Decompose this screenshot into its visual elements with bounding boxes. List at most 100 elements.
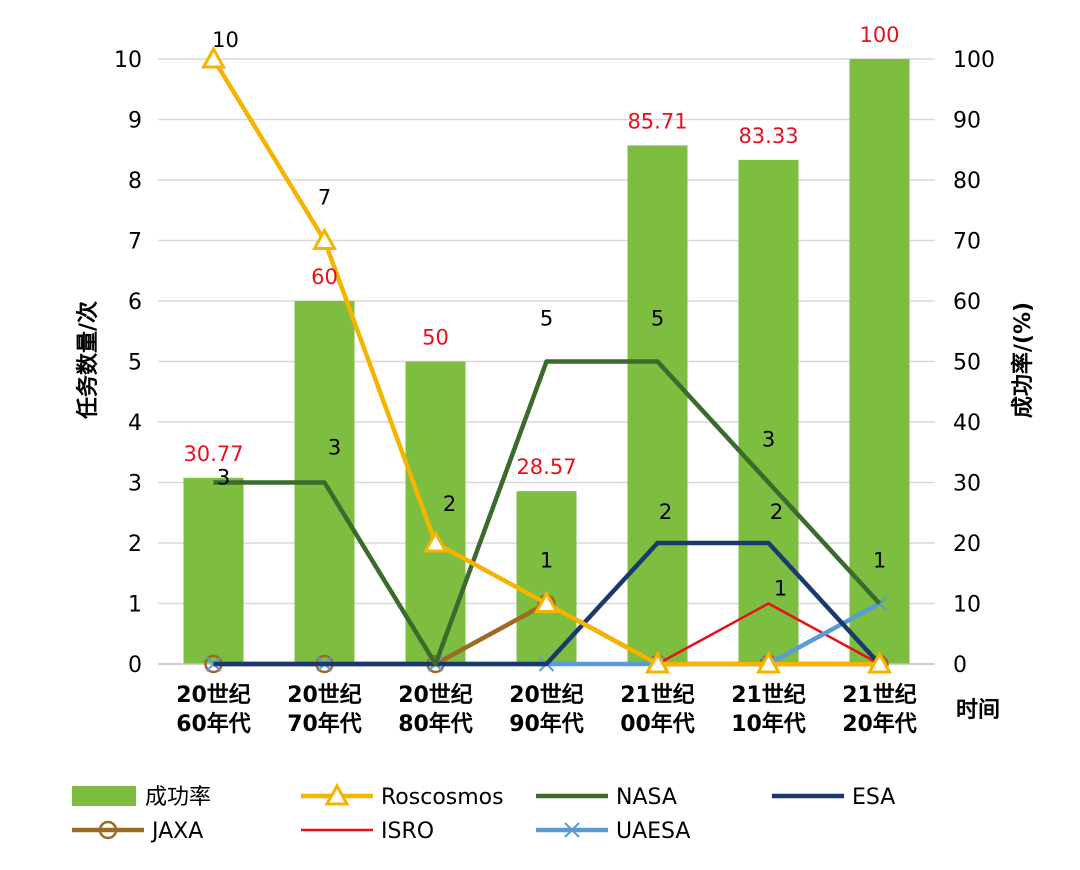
legend-label: Roscosmos <box>381 785 504 810</box>
y-right-tick-label: 60 <box>953 290 981 315</box>
x-tick-label-line: 21世纪 <box>620 682 695 708</box>
data-labels: 30.77 60 50 28.57 85.71 83.33 100 10 7 2 3 3 5 5 3 1 2 2 1… <box>183 23 899 601</box>
esa-line <box>213 540 882 667</box>
point-label: 5 <box>651 307 664 331</box>
triangle-marker <box>644 650 671 674</box>
point-label: 3 <box>762 428 775 452</box>
success-rate-label: 60 <box>311 265 338 289</box>
y-right-tick-label: 20 <box>953 532 981 557</box>
x-tick-label-line: 70年代 <box>287 711 362 737</box>
legend-item-roscosmos: Roscosmos <box>301 782 504 810</box>
y-left-tick-label: 1 <box>128 593 142 618</box>
legend-swatch <box>72 786 136 806</box>
success-rate-label: 85.71 <box>627 109 687 133</box>
y-left-tick-label: 9 <box>128 109 142 134</box>
success-rate-bar <box>738 159 799 664</box>
y-right-tick-label: 30 <box>953 472 981 497</box>
triangle-marker <box>866 650 893 674</box>
legend-label: UAESA <box>616 819 690 844</box>
y-right-tick-label: 50 <box>953 351 981 376</box>
series-esa <box>213 540 882 667</box>
x-tick-label-line: 60年代 <box>176 711 251 737</box>
y-left-tick-label: 7 <box>128 230 142 255</box>
x-marker <box>564 822 580 838</box>
y-axis-left-title: 任务数量/次 <box>75 301 101 420</box>
x-tick-label-line: 20年代 <box>842 711 917 737</box>
x-tick-label-line: 20世纪 <box>287 682 362 708</box>
x-tick-label: 21世纪 00年代 <box>620 682 695 737</box>
y-right-tick-label: 80 <box>953 169 981 194</box>
success-rate-label: 100 <box>859 23 899 47</box>
legend-label: NASA <box>616 785 677 810</box>
y-left-tick-label: 3 <box>128 472 142 497</box>
y-right-tick-label: 10 <box>953 593 981 618</box>
agency-lines <box>200 45 893 674</box>
y-left-tick-label: 0 <box>128 653 142 678</box>
success-rate-label: 83.33 <box>738 124 798 148</box>
triangle-marker <box>324 782 350 806</box>
triangle-marker <box>533 590 560 613</box>
legend-item-jaxa: JAXA <box>72 819 203 844</box>
x-tick-label-line: 21世纪 <box>731 682 806 708</box>
point-label: 2 <box>770 500 783 524</box>
success-rate-bar <box>405 361 466 664</box>
point-label: 10 <box>212 28 239 52</box>
success-rate-label: 28.57 <box>516 455 576 479</box>
y-right-tick-label: 90 <box>953 109 981 134</box>
triangle-marker <box>200 45 227 69</box>
x-tick-label-line: 10年代 <box>731 711 806 737</box>
success-rate-label: 50 <box>422 326 449 350</box>
point-label: 3 <box>328 436 341 460</box>
y-left-tick-label: 10 <box>114 48 142 73</box>
legend-item-success-rate: 成功率 <box>72 785 211 810</box>
x-tick-label-line: 20世纪 <box>398 682 473 708</box>
y-right-tick-label: 100 <box>953 48 995 73</box>
point-label: 1 <box>540 549 553 573</box>
success-rate-bar <box>516 491 577 664</box>
point-label: 2 <box>443 492 456 516</box>
legend-item-isro: ISRO <box>301 819 434 844</box>
y-left-tick-label: 5 <box>128 351 142 376</box>
point-label: 2 <box>659 500 672 524</box>
legend-item-uaesa: UAESA <box>536 819 690 844</box>
x-tick-label-line: 20世纪 <box>509 682 584 708</box>
series-roscosmos <box>200 45 893 674</box>
point-label: 5 <box>540 307 553 331</box>
series-nasa <box>213 359 882 667</box>
x-tick-label: 20世纪 90年代 <box>509 682 584 737</box>
x-tick-label-line: 80年代 <box>398 711 473 737</box>
x-tick-label: 20世纪 70年代 <box>287 682 362 737</box>
x-tick-label: 20世纪 60年代 <box>176 682 251 737</box>
success-rate-bar <box>849 59 910 664</box>
point-label: 3 <box>217 466 230 490</box>
x-tick-label-line: 21世纪 <box>842 682 917 708</box>
legend-item-nasa: NASA <box>536 785 677 810</box>
legend-label: ISRO <box>381 819 434 844</box>
triangle-marker <box>755 650 782 674</box>
y-left-tick-label: 6 <box>128 290 142 315</box>
x-axis-title: 时间 <box>956 698 1000 723</box>
y-left-tick-label: 2 <box>128 532 142 557</box>
point-label: 1 <box>873 549 886 573</box>
y-axis-right-title: 成功率/(%) <box>1010 302 1036 418</box>
legend-label: JAXA <box>150 819 203 844</box>
x-tick-label-line: 90年代 <box>509 711 584 737</box>
x-tick-label-line: 00年代 <box>620 711 695 737</box>
legend-label: ESA <box>852 785 895 810</box>
y-left-tick-label: 8 <box>128 169 142 194</box>
success-rate-bar <box>627 145 688 665</box>
triangle-marker <box>311 227 338 250</box>
y-right-tick-label: 40 <box>953 411 981 436</box>
y-right-tick-label: 70 <box>953 230 981 255</box>
legend-label: 成功率 <box>145 785 211 810</box>
y-left-tick-label: 4 <box>128 411 142 436</box>
x-tick-label: 21世纪 10年代 <box>731 682 806 737</box>
x-tick-label: 21世纪 20年代 <box>842 682 917 737</box>
circle-marker <box>98 820 118 840</box>
legend: 成功率 Roscosmos NASA ESA JAXA ISRO UAESA <box>72 782 895 844</box>
success-rate-label: 30.77 <box>183 442 243 466</box>
nasa-line <box>213 359 882 667</box>
point-label: 7 <box>318 186 331 210</box>
